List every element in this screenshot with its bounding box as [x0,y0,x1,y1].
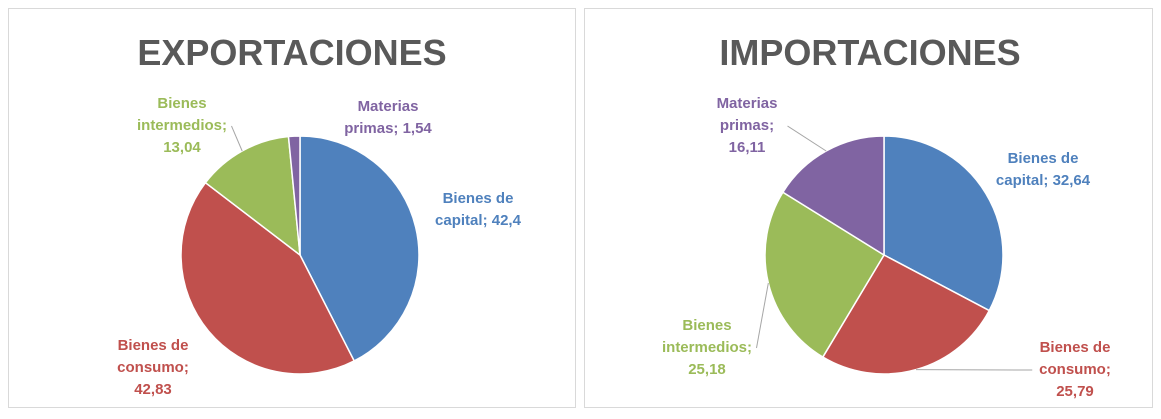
chart-panel [8,8,576,408]
data-label: Bienes de consumo; 25,79 [1039,339,1111,400]
pie-slice [287,135,301,256]
pie-slice [204,135,301,257]
data-label: Materias primas; 16,11 [716,95,778,156]
pie-slice [299,135,420,362]
data-label: Bienes de consumo; 42,83 [117,337,189,398]
data-label: Bienes intermedios; 25,18 [661,317,752,378]
pie-slice [883,135,1004,312]
pie-slice [180,181,356,375]
leader-line [787,125,827,152]
data-label: Bienes de capital; 32,64 [995,150,1091,189]
chart-panel [584,8,1153,408]
leader-line [756,282,769,349]
pie-slice [781,135,885,257]
data-label: Materias primas; 1,54 [344,98,432,137]
data-label: Bienes intermedios; 13,04 [136,95,227,156]
leader-line [231,125,243,152]
data-label: Bienes de capital; 42,4 [435,190,521,229]
pie-slice [764,191,886,359]
chart-title: EXPORTACIONES [137,32,447,73]
chart-title: IMPORTACIONES [719,32,1021,73]
